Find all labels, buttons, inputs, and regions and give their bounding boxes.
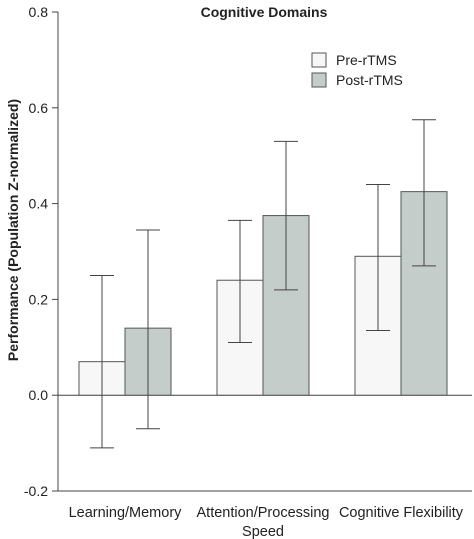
x-category-label: Cognitive Flexibility [339, 505, 464, 521]
y-tick-label: 0.0 [29, 387, 49, 403]
y-tick-label: 0.6 [29, 100, 49, 116]
legend: Pre-rTMS Post-rTMS [311, 52, 403, 88]
x-category-label: Speed [242, 524, 284, 539]
y-tick-label: -0.2 [24, 483, 48, 499]
x-category-label: Learning/Memory [69, 505, 183, 521]
legend-swatch-pre-rtms [311, 52, 327, 68]
plot-area: -0.2 0.0 0.2 0.4 0.6 0.8 Learning/Memory Attent… [24, 4, 472, 539]
legend-label-post-rtms: Post-rTMS [336, 72, 403, 88]
y-tick-label: 0.4 [29, 196, 49, 212]
chart-title: Cognitive Domains [201, 4, 328, 20]
y-axis-label: Performance (Population Z-normalized) [5, 99, 21, 361]
y-tick-label: 0.2 [29, 291, 49, 307]
y-tick-label: 0.8 [29, 4, 49, 20]
legend-swatch-post-rtms [311, 72, 327, 88]
legend-label-pre-rtms: Pre-rTMS [336, 52, 397, 68]
x-category-label: Attention/Processing [197, 505, 330, 521]
